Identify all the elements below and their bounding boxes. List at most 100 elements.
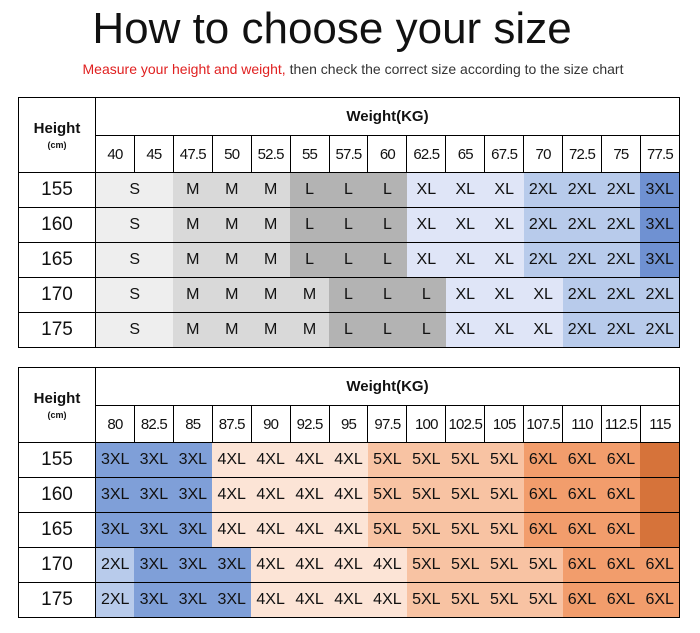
weight-cell: 50 (211, 135, 252, 173)
size-cell: 5XL (445, 512, 485, 548)
size-row: 165 S M M M L L L XL XL XL 2XL 2XL 2XL 3XL (18, 242, 681, 278)
size-cell: 2XL (562, 312, 602, 348)
height-header: Height (cm) (18, 367, 96, 443)
size-cell: 4XL (251, 512, 291, 548)
size-cell: 3XL (134, 512, 174, 548)
size-cell: 4XL (329, 512, 368, 548)
weight-cell: 112.5 (600, 405, 641, 443)
size-cell: XL (484, 172, 524, 208)
size-table: Height (cm) Weight(KG) 80 82.5 85 87.5 90 92.5 95… (18, 367, 681, 618)
size-cell: 4XL (251, 477, 291, 513)
size-cell: M (212, 277, 252, 313)
size-cell: 6XL (601, 582, 641, 618)
weight-cell: 57.5 (328, 135, 369, 173)
size-cell: 4XL (251, 547, 291, 583)
size-cell: XL (445, 277, 485, 313)
size-cell: 5XL (367, 477, 407, 513)
size-cell: S (95, 207, 174, 243)
subtitle-highlight: Measure your height and weight, (82, 61, 286, 77)
size-cell: 3XL (640, 242, 681, 278)
size-cell: 6XL (523, 442, 563, 478)
size-cell: M (212, 242, 252, 278)
weight-row: 40 45 47.5 50 52.5 55 57.5 60 62.5 65 67.5 70 72.5 75… (19, 135, 681, 173)
size-cell: 5XL (406, 582, 446, 618)
weight-cell: 110 (562, 405, 602, 443)
size-cell: 3XL (173, 477, 213, 513)
size-cell: L (367, 312, 407, 348)
weight-cell: 102.5 (445, 405, 486, 443)
weight-cell: 100 (406, 405, 447, 443)
size-cell: L (406, 312, 446, 348)
title: How to choose your size (92, 4, 572, 53)
size-row: 155 3XL 3XL 3XL 4XL 4XL 4XL 4XL 5XL 5XL 5XL 5XL 6XL 6… (18, 442, 681, 478)
size-cell: L (329, 312, 368, 348)
size-cell: 4XL (329, 477, 368, 513)
size-cell: 5XL (406, 512, 446, 548)
size-cell: 5XL (523, 582, 563, 618)
size-row: 155 S M M M L L L XL XL XL 2XL 2XL 2XL 3XL (18, 172, 681, 208)
size-cell: 6XL (523, 512, 563, 548)
size-cell: 4XL (251, 442, 291, 478)
size-cell: L (367, 172, 407, 208)
size-cell: M (173, 207, 213, 243)
size-cell: 5XL (406, 547, 446, 583)
size-cell: XL (523, 277, 563, 313)
size-cell: 2XL (640, 312, 681, 348)
size-cell: L (367, 207, 407, 243)
height-cell: 175 (18, 312, 96, 348)
size-cell: 3XL (134, 547, 174, 583)
size-cell: 2XL (562, 277, 602, 313)
size-cell: 5XL (445, 442, 485, 478)
weight-cell: 62.5 (406, 135, 447, 173)
size-row: 160 S M M M L L L XL XL XL 2XL 2XL 2XL 3XL (18, 207, 681, 243)
size-cell: S (95, 277, 174, 313)
size-cell: 5XL (523, 547, 563, 583)
size-cell: 5XL (445, 582, 485, 618)
size-cell: 5XL (484, 512, 524, 548)
size-cell: 2XL (562, 242, 602, 278)
size-cell: 3XL (95, 442, 135, 478)
size-cell: M (173, 277, 213, 313)
size-row: 170 2XL 3XL 3XL 3XL 4XL 4XL 4XL 4XL 5XL 5XL 5XL 5XL 6… (18, 547, 681, 583)
size-cell: 6XL (562, 477, 602, 513)
weight-cell: 92.5 (289, 405, 330, 443)
height-unit: (cm) (47, 410, 67, 420)
weight-cell: 97.5 (367, 405, 408, 443)
size-cell: 2XL (601, 312, 641, 348)
size-cell: XL (484, 312, 524, 348)
size-cell: L (329, 172, 368, 208)
weight-cell: 90 (250, 405, 291, 443)
size-cell: 3XL (640, 207, 681, 243)
size-cell: 2XL (523, 172, 563, 208)
size-table: Height (cm) Weight(KG) 40 45 47.5 50 52.5 55 57.5… (18, 97, 681, 348)
size-cell: XL (445, 172, 485, 208)
blank-cell (640, 512, 681, 548)
size-cell: 4XL (212, 477, 252, 513)
size-cell: S (95, 242, 174, 278)
size-cell: M (173, 172, 213, 208)
size-cell: 2XL (601, 172, 641, 208)
subtitle-text: then check the correct size according to… (289, 61, 624, 77)
height-cell: 155 (18, 172, 96, 208)
size-cell: 2XL (601, 277, 641, 313)
size-row: 165 3XL 3XL 3XL 4XL 4XL 4XL 4XL 5XL 5XL 5XL 5XL 6XL 6… (18, 512, 681, 548)
height-cell: 170 (18, 277, 96, 313)
size-cell: XL (406, 242, 446, 278)
size-cell: 2XL (523, 207, 563, 243)
size-cell: 5XL (406, 442, 446, 478)
subtitle: Measure your height and weight, then chec… (0, 61, 700, 77)
size-cell: 4XL (290, 442, 330, 478)
size-cell: 3XL (134, 582, 174, 618)
size-cell: 6XL (562, 547, 602, 583)
size-cell: M (212, 207, 252, 243)
weight-cell: 85 (172, 405, 213, 443)
size-cell: 5XL (484, 582, 524, 618)
size-cell: M (251, 277, 291, 313)
weight-cell: 80 (95, 405, 135, 443)
height-label: Height (33, 120, 81, 137)
size-cell: M (212, 172, 252, 208)
height-header: Height (cm) (18, 97, 96, 173)
weight-cell: 67.5 (484, 135, 525, 173)
size-cell: 4XL (290, 547, 330, 583)
